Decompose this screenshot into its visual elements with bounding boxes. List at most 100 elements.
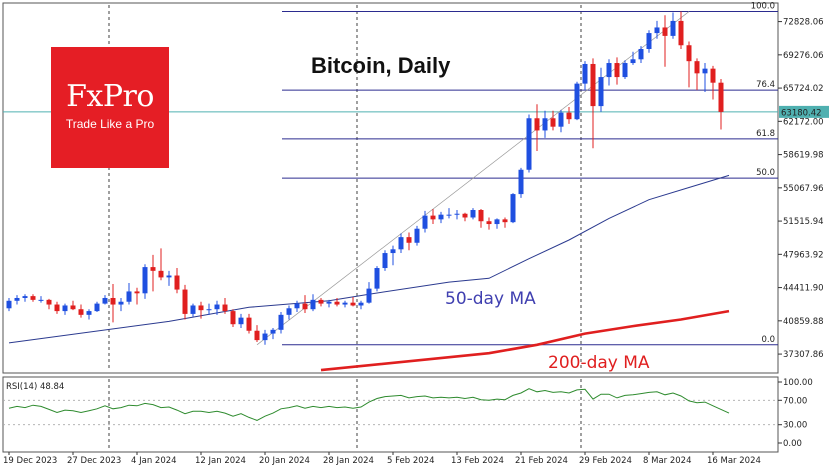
rsi-axis-label: 100.00 <box>783 378 813 388</box>
candle-body <box>678 20 684 46</box>
candle-body <box>574 83 580 120</box>
candle-body <box>662 27 668 36</box>
logo-brand-name: FxPro <box>66 79 154 114</box>
candle-body <box>470 209 476 218</box>
candle-body <box>302 303 308 310</box>
price-axis-label: 37307.86 <box>783 350 824 360</box>
date-axis-label: 21 Feb 2024 <box>515 456 568 466</box>
ma200-line <box>320 309 730 372</box>
candle-body <box>214 304 220 310</box>
price-axis-label: 47963.92 <box>783 250 824 260</box>
fib-level-label: 50.0 <box>756 168 775 178</box>
date-axis-label: 27 Dec 2023 <box>67 456 121 466</box>
candle-body <box>446 214 452 216</box>
price-axis-label: 72828.06 <box>783 18 824 28</box>
logo-tagline: Trade Like a Pro <box>65 117 155 131</box>
candle-body <box>654 27 660 34</box>
price-axis-label: 40859.88 <box>783 317 824 327</box>
price-axis-label: 55067.96 <box>783 184 824 194</box>
annotation-layer: 50-day MA 200-day MA <box>445 289 650 373</box>
candle-body <box>126 291 132 302</box>
date-axis-label: 12 Jan 2024 <box>195 456 246 466</box>
price-axis-label: 69276.06 <box>783 51 824 61</box>
candle-body <box>422 215 428 229</box>
candle-body <box>158 270 164 278</box>
candle-body <box>606 63 612 78</box>
rsi-plot-frame <box>2 376 779 453</box>
candle-body <box>190 305 196 314</box>
last-price-tag <box>779 105 829 118</box>
candle-body <box>334 301 340 305</box>
candle-body <box>718 82 724 112</box>
candle-body <box>414 228 420 243</box>
candle-body <box>342 302 348 305</box>
candle-body <box>182 289 188 314</box>
candle-body <box>318 299 324 304</box>
candle-body <box>102 297 108 304</box>
candle-body <box>582 63 588 84</box>
candle-body <box>150 267 156 271</box>
candle-body <box>78 309 84 315</box>
axes-layer: 72828.06 69276.06 65724.02 62172.00 58619.98… <box>3 18 829 466</box>
candle-body <box>542 118 548 131</box>
candle-body <box>374 268 380 289</box>
candle-body <box>166 275 172 278</box>
candle-body <box>310 299 316 310</box>
candle-body <box>134 291 140 294</box>
candle-body <box>270 329 276 334</box>
candle-body <box>38 299 44 301</box>
candle-body <box>6 300 12 309</box>
candle-body <box>366 288 372 303</box>
candle-body <box>278 314 284 330</box>
rsi-line <box>8 388 730 421</box>
rsi-layer: 100.00 70.00 30.00 0.00 RSI(14) 48.84 <box>3 378 813 449</box>
rsi-axis-label: 70.00 <box>783 396 807 406</box>
candle-body <box>430 215 436 220</box>
date-axis-label: 16 Mar 2024 <box>707 456 761 466</box>
candle-body <box>518 169 524 195</box>
candle-body <box>22 296 28 298</box>
candle-body <box>646 33 652 49</box>
candle-body <box>62 305 68 312</box>
fib-level-label: 100.0 <box>751 2 775 12</box>
candle-body <box>566 112 572 120</box>
ma200-annotation: 200-day MA <box>548 353 650 373</box>
candle-body <box>550 118 556 127</box>
candle-body <box>382 253 388 269</box>
candle-body <box>694 61 700 74</box>
candle-body <box>118 301 124 305</box>
candle-body <box>30 296 36 300</box>
price-axis-label: 51515.94 <box>783 217 824 227</box>
date-axis-label: 20 Jan 2024 <box>259 456 310 466</box>
candle-body <box>710 68 716 83</box>
candle-body <box>622 63 628 78</box>
date-axis-label: 29 Feb 2024 <box>579 456 632 466</box>
candle-body <box>14 297 20 301</box>
moving-average-layer <box>8 174 730 372</box>
fxpro-logo: FxPro Trade Like a Pro <box>51 47 169 168</box>
rsi-axis-label: 30.00 <box>783 421 807 431</box>
rsi-axis-label: 0.00 <box>783 439 802 449</box>
candle-body <box>558 112 564 127</box>
candle-body <box>398 237 404 250</box>
candle-body <box>94 303 100 312</box>
date-axis-label: 28 Jan 2024 <box>323 456 374 466</box>
candle-body <box>350 302 356 306</box>
candle-body <box>478 209 484 222</box>
candle-body <box>702 68 708 74</box>
candle-body <box>502 219 508 223</box>
candle-body <box>54 304 60 312</box>
candle-body <box>526 118 532 170</box>
candle-body <box>686 45 692 62</box>
candle-body <box>510 194 516 223</box>
candle-body <box>630 59 636 64</box>
candle-body <box>598 77 604 107</box>
candle-body <box>534 118 540 131</box>
candle-body <box>590 63 596 107</box>
candle-body <box>494 219 500 225</box>
candle-body <box>142 267 148 294</box>
date-axis-label: 4 Jan 2024 <box>131 456 177 466</box>
price-axis-label: 58619.98 <box>783 151 824 161</box>
ma50-line <box>8 174 730 344</box>
candle-body <box>206 309 212 311</box>
